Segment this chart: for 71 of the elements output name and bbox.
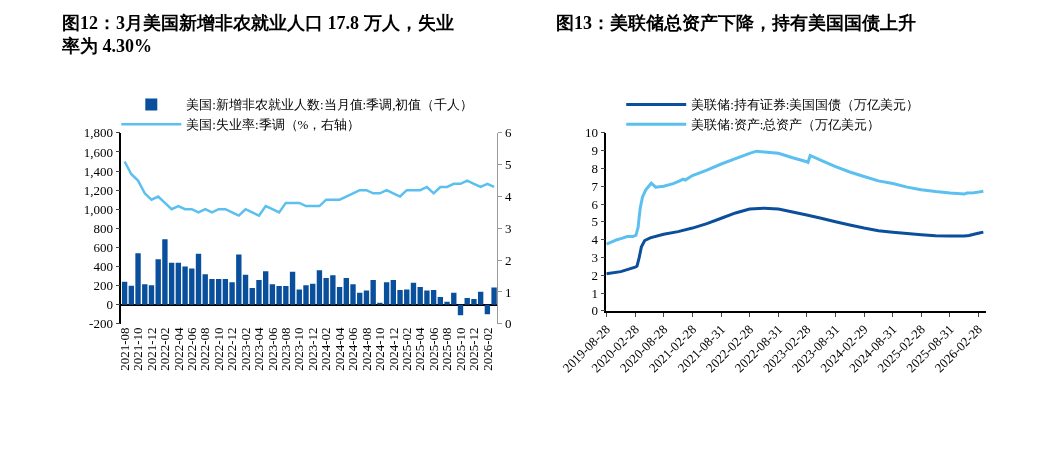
legend-label: 美国:失业率:季调（%，右轴） bbox=[186, 117, 361, 133]
y2-tick-label: 3 bbox=[505, 220, 512, 236]
line-series bbox=[123, 160, 496, 217]
legend-label: 美联储:持有证券:美国国债（万亿美元） bbox=[691, 97, 920, 113]
y-tick-label: 8 bbox=[591, 161, 598, 176]
legend-label: 美联储:资产:总资产（万亿美元） bbox=[691, 117, 881, 133]
chart-title: 图12：3月美国新增非农就业人口 17.8 万人，失业率为 4.30% bbox=[61, 13, 454, 57]
x-tick-label: 2025-08 bbox=[439, 327, 455, 371]
y-tick-label: 2 bbox=[591, 267, 598, 283]
x-tick-label: 2025-02 bbox=[398, 327, 414, 371]
y2-tick-label: 1 bbox=[505, 284, 512, 300]
bar bbox=[491, 287, 497, 305]
x-tick-label: 2023-04 bbox=[251, 326, 267, 371]
y-tick-label: 4 bbox=[591, 232, 599, 248]
line-series bbox=[606, 149, 985, 246]
bar bbox=[121, 281, 128, 305]
legend-label: 美国:新增非农就业人数:当月值:季调,初值（千人） bbox=[186, 97, 474, 113]
y-tick-label: 1,200 bbox=[83, 182, 113, 198]
y-tick-label: 0 bbox=[591, 303, 598, 319]
x-tick-label: 2022-12 bbox=[224, 327, 240, 371]
x-tick-label: 2022-02 bbox=[157, 327, 173, 371]
y-tick-label: 1,800 bbox=[83, 125, 113, 141]
x-tick-label: 2021-08 bbox=[116, 327, 132, 371]
x-tick-label: 2021-12 bbox=[143, 327, 159, 371]
x-tick-label: 2023-06 bbox=[264, 326, 280, 371]
y-tick-label: 0 bbox=[106, 297, 113, 313]
y2-tick-label: 5 bbox=[505, 157, 512, 173]
x-tick-label: 2022-08 bbox=[197, 327, 213, 371]
x-tick-label: 2024-06 bbox=[345, 326, 361, 371]
y-tick-label: 1,400 bbox=[83, 163, 113, 179]
y-tick-label: 800 bbox=[93, 220, 113, 236]
x-tick-label: 2022-06 bbox=[184, 326, 200, 371]
x-tick-label: 2023-02 bbox=[237, 327, 253, 371]
y-tick-label: 1,600 bbox=[83, 144, 113, 160]
x-tick-label: 2024-08 bbox=[358, 327, 374, 371]
y-tick-label: 600 bbox=[93, 239, 113, 255]
y2-tick-label: 0 bbox=[505, 316, 512, 332]
line-series bbox=[606, 206, 985, 276]
x-tick-label: 2023-10 bbox=[291, 327, 307, 371]
x-tick-label: 2024-04 bbox=[331, 326, 347, 371]
y-tick-label: 3 bbox=[591, 249, 598, 265]
y-tick-label: -200 bbox=[89, 316, 113, 332]
chart-title: 图13：美联储总资产下降，持有美国国债上升 bbox=[556, 13, 916, 33]
x-tick-label: 2021-10 bbox=[130, 327, 146, 371]
x-tick-label: 2025-04 bbox=[412, 326, 428, 371]
x-tick-label: 2025-06 bbox=[425, 326, 441, 371]
y-tick-label: 1 bbox=[591, 285, 598, 301]
x-tick-label: 2023-08 bbox=[278, 327, 294, 371]
y-tick-label: 400 bbox=[93, 259, 113, 275]
y-tick-label: 200 bbox=[93, 278, 113, 294]
bar bbox=[195, 253, 202, 305]
x-tick-label: 2026-02 bbox=[479, 327, 495, 371]
y2-tick-label: 6 bbox=[505, 125, 513, 141]
y-tick-label: 1,000 bbox=[83, 201, 113, 217]
x-tick-label: 2025-10 bbox=[452, 327, 468, 371]
y-tick-label: 10 bbox=[585, 125, 598, 141]
y2-tick-label: 2 bbox=[505, 252, 512, 268]
y2-tick-label: 4 bbox=[505, 189, 513, 205]
x-tick-label: 2025-12 bbox=[466, 327, 482, 371]
x-tick-label: 2022-10 bbox=[210, 327, 226, 371]
y-tick-label: 9 bbox=[591, 143, 598, 159]
bar bbox=[410, 282, 417, 305]
y-tick-label: 7 bbox=[591, 178, 599, 194]
y-tick-label: 6 bbox=[591, 196, 599, 212]
x-tick-label: 2024-12 bbox=[385, 327, 401, 371]
y-tick-label: 5 bbox=[591, 214, 598, 230]
x-tick-label: 2022-04 bbox=[170, 326, 186, 371]
bar bbox=[148, 285, 155, 305]
x-tick-label: 2024-10 bbox=[372, 327, 388, 371]
x-tick-label: 2023-12 bbox=[304, 327, 320, 371]
x-tick-label: 2024-02 bbox=[318, 327, 334, 371]
